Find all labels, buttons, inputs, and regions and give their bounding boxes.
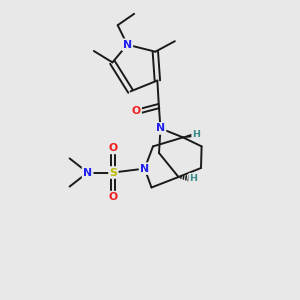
- Text: N: N: [140, 164, 149, 174]
- Polygon shape: [183, 134, 195, 137]
- Text: N: N: [83, 167, 92, 178]
- Text: S: S: [110, 167, 117, 178]
- Text: N: N: [156, 123, 165, 134]
- Text: H: H: [190, 174, 197, 183]
- Text: O: O: [131, 106, 141, 116]
- Text: H: H: [193, 130, 200, 139]
- Text: O: O: [109, 192, 118, 202]
- Text: O: O: [109, 143, 118, 153]
- Text: N: N: [123, 40, 132, 50]
